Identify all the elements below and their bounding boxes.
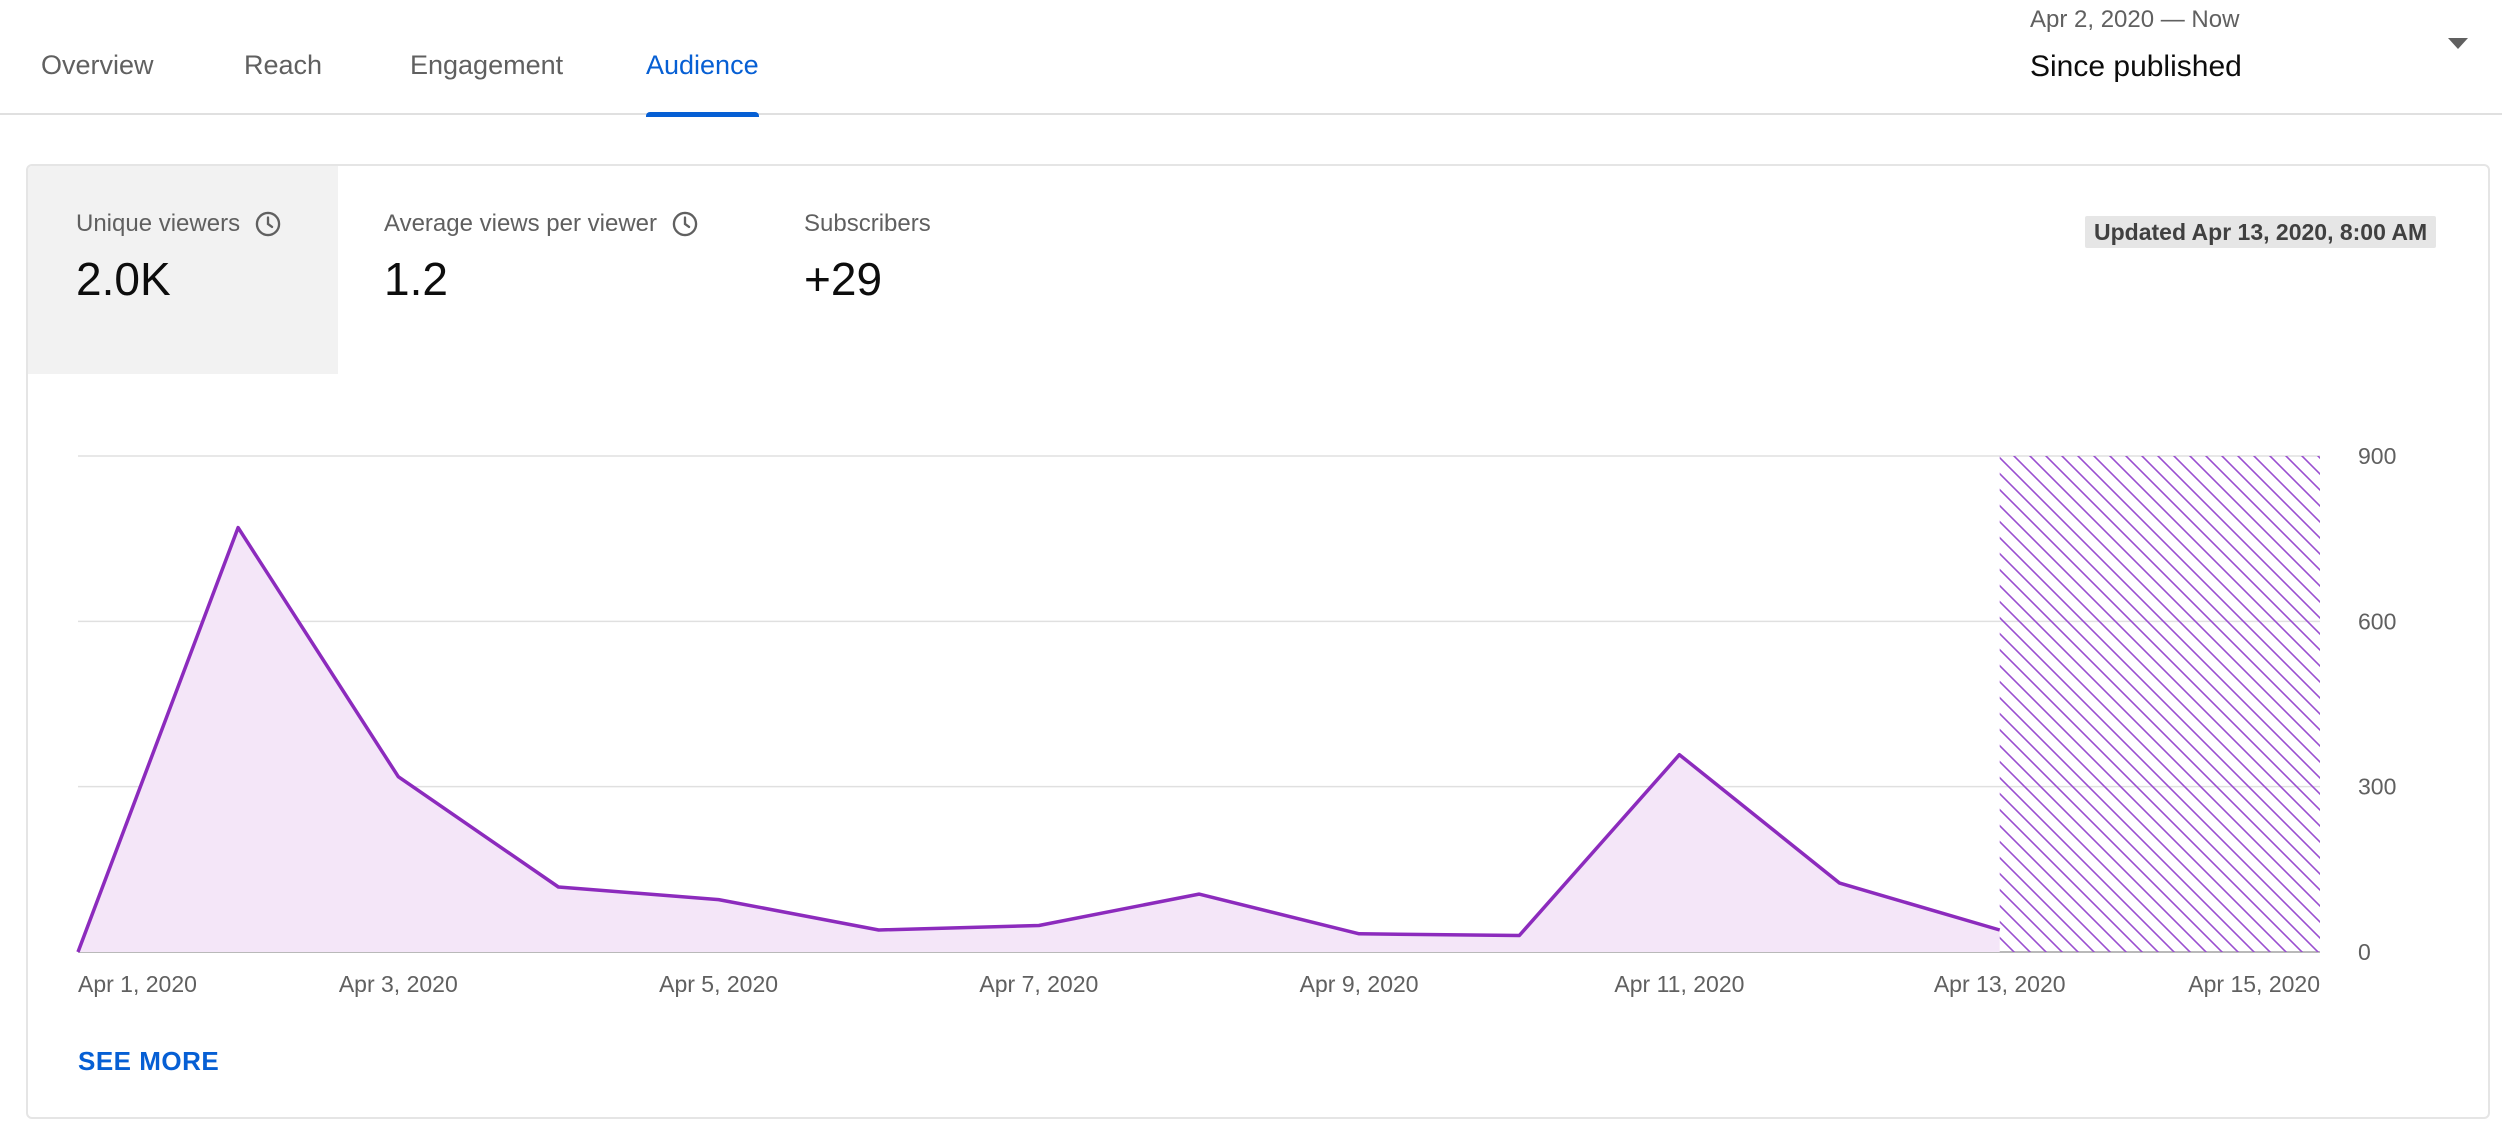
x-tick-label: Apr 5, 2020 <box>659 971 778 997</box>
y-tick-label: 300 <box>2358 774 2396 800</box>
y-tick-label: 600 <box>2358 608 2396 634</box>
metric-value: 1.2 <box>384 253 448 305</box>
x-tick-label: Apr 3, 2020 <box>339 971 458 997</box>
x-tick-label: Apr 7, 2020 <box>979 971 1098 997</box>
tabs-bar: Overview Reach Engagement Audience Apr 2… <box>0 0 2502 117</box>
metric-label: Average views per viewer <box>384 210 699 238</box>
tab-overview[interactable]: Overview <box>41 50 154 80</box>
x-tick-label: Apr 9, 2020 <box>1300 971 1419 997</box>
audience-chart: 0 300 600 900 Apr 1, 2020 Apr 3, 2020 Apr 5, 2… <box>76 443 2396 997</box>
updated-badge: Updated Apr 13, 2020, 8:00 AM <box>2085 216 2437 248</box>
y-tick-label: 900 <box>2358 443 2396 469</box>
metric-value: +29 <box>804 253 883 305</box>
metric-unique-viewers[interactable]: Unique viewers 2.0K <box>28 166 338 374</box>
metric-average-views-per-viewer[interactable]: Average views per viewer 1.2 <box>338 166 758 374</box>
x-tick-label: Apr 11, 2020 <box>1614 971 1744 997</box>
caret-down-icon[interactable] <box>2448 38 2468 49</box>
metric-label: Subscribers <box>804 210 931 237</box>
tab-engagement[interactable]: Engagement <box>410 50 564 80</box>
tab-audience[interactable]: Audience <box>646 50 759 117</box>
series-area <box>78 527 2000 952</box>
tab-reach[interactable]: Reach <box>244 50 323 80</box>
projected-region <box>1999 456 2320 952</box>
x-tick-label: Apr 1, 2020 <box>78 971 197 997</box>
metrics-card: Unique viewers 2.0K Average views per vi… <box>26 164 2490 1119</box>
metric-label: Unique viewers <box>76 210 282 238</box>
date-range-selected: Since published <box>2030 50 2242 83</box>
metric-subscribers[interactable]: Subscribers +29 <box>758 166 1138 374</box>
y-tick-label: 0 <box>2358 939 2371 965</box>
date-range-dropdown[interactable]: Apr 2, 2020 — Now Since published <box>2030 6 2470 86</box>
date-range-text: Apr 2, 2020 — Now <box>2030 6 2240 33</box>
x-tick-label: Apr 15, 2020 <box>2188 971 2320 997</box>
series-line <box>76 525 2001 953</box>
x-tick-label: Apr 13, 2020 <box>1934 971 2066 997</box>
see-more-link[interactable]: SEE MORE <box>78 1046 220 1076</box>
clock-icon[interactable] <box>254 210 282 238</box>
clock-icon[interactable] <box>671 210 699 238</box>
metric-value: 2.0K <box>76 253 171 305</box>
